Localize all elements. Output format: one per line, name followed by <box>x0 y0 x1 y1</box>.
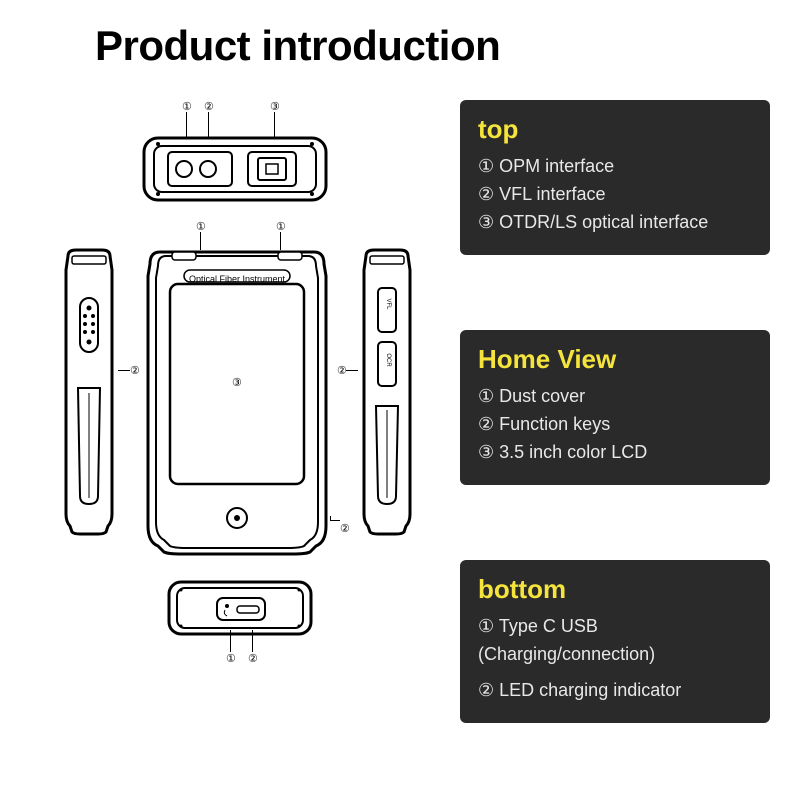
page-title: Product introduction <box>95 22 500 70</box>
callout-bottom-2: ② <box>248 652 258 665</box>
product-diagram: ① ② ③ ① ① <box>30 100 460 770</box>
top-view-icon <box>140 126 330 204</box>
callout-3-marker: ③ <box>232 377 242 389</box>
panel-bottom-item-2: ② LED charging indicator <box>478 677 752 705</box>
panel-bottom: bottom ① Type C USB (Charging/connection… <box>460 560 770 723</box>
callout-home-2b: ② <box>340 522 350 535</box>
svg-text:OCR: OCR <box>385 353 391 367</box>
panel-top-title: top <box>478 114 752 145</box>
bottom-view-icon <box>165 576 315 638</box>
panel-top-item-3: ③ OTDR/LS optical interface <box>478 209 752 237</box>
callout-bottom-1: ① <box>226 652 236 665</box>
panel-bottom-spacer <box>478 669 752 677</box>
left-side-view-icon <box>58 248 120 536</box>
panel-home-item-2: ② Function keys <box>478 411 752 439</box>
svg-text:③: ③ <box>232 377 242 389</box>
callout-home-2l: ② <box>130 364 140 377</box>
panel-home-item-1: ① Dust cover <box>478 383 752 411</box>
right-side-view-icon: VFL OCR <box>356 248 418 536</box>
panel-bottom-item-1: ① Type C USB <box>478 613 752 641</box>
panel-bottom-item-1b: (Charging/connection) <box>478 641 752 669</box>
panel-home-title: Home View <box>478 344 752 375</box>
front-view-icon: ③ <box>142 246 332 558</box>
svg-text:VFL: VFL <box>385 298 391 310</box>
panel-top: top ① OPM interface ② VFL interface ③ OT… <box>460 100 770 255</box>
panel-bottom-title: bottom <box>478 574 752 605</box>
panel-home: Home View ① Dust cover ② Function keys ③… <box>460 330 770 485</box>
panel-top-item-2: ② VFL interface <box>478 181 752 209</box>
panel-home-item-3: ③ 3.5 inch color LCD <box>478 439 752 467</box>
panel-top-item-1: ① OPM interface <box>478 153 752 181</box>
device-screen-label: Optical Fiber Instrument <box>177 274 297 284</box>
